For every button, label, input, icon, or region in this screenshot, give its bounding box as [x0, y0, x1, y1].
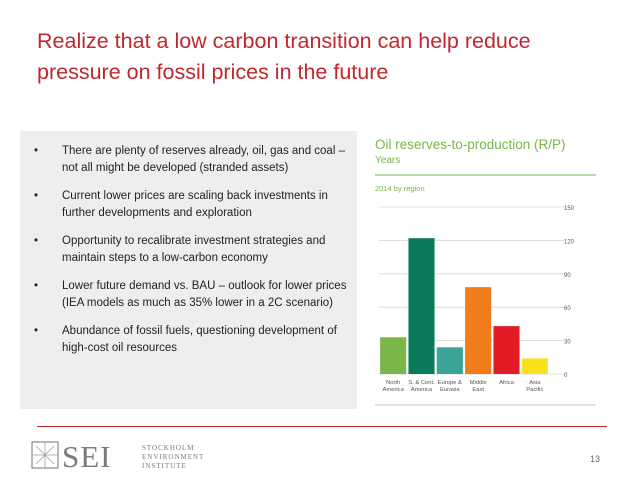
x-tick-label-line: Middle	[470, 380, 487, 386]
x-tick-label: Asia Pacific	[526, 380, 543, 393]
bullet-text: Lower future demand vs. BAU – outlook fo…	[62, 280, 347, 309]
bullet-text: Current lower prices are scaling back in…	[62, 190, 328, 219]
bar	[436, 347, 463, 374]
y-axis-ticks: 0 30 60 90 120 150	[564, 206, 575, 379]
y-tick-label: 60	[564, 306, 571, 312]
bullet-item: • There are plenty of reserves already, o…	[34, 143, 351, 176]
bullet-item: • Opportunity to recalibrate investment s…	[34, 233, 351, 266]
bar	[408, 238, 435, 374]
x-tick-label-line: Pacific	[526, 387, 543, 393]
bullet-dot: •	[34, 145, 39, 157]
bar	[493, 326, 520, 374]
x-tick-label: Africa	[499, 380, 515, 386]
bullet-item: • Lower future demand vs. BAU – outlook f…	[34, 278, 351, 311]
y-tick-label: 90	[564, 273, 571, 279]
bullet-panel: • There are plenty of reserves already, o…	[20, 131, 357, 409]
page-number: 13	[590, 454, 601, 464]
x-tick-label-line: America	[383, 387, 405, 393]
bullet-dot: •	[34, 280, 39, 292]
bullet-dot: •	[34, 325, 39, 337]
bullet-text: Opportunity to recalibrate investment st…	[62, 235, 326, 264]
y-tick-label: 150	[564, 206, 575, 212]
logo-text-line: INSTITUTE	[142, 462, 187, 470]
bar	[380, 337, 407, 374]
reserves-chart: Oil reserves-to-production (R/P) Years 2…	[375, 137, 596, 406]
x-tick-label: Middle East	[470, 380, 487, 393]
bullet-item: • Abundance of fossil fuels, questioning …	[34, 323, 351, 356]
bar	[465, 287, 492, 374]
chart-subtitle: Years	[375, 155, 400, 166]
bar-series	[380, 238, 548, 374]
bullet-dot: •	[34, 235, 39, 247]
footer-rule	[37, 426, 607, 427]
bullet-text: There are plenty of reserves already, oi…	[62, 145, 345, 174]
logo-text-line: STOCKHOLM	[142, 444, 194, 452]
x-tick-label-line: East	[472, 387, 484, 393]
chart-annotation: 2014 by region	[375, 184, 425, 193]
bar	[521, 358, 548, 374]
slide-title: Realize that a low carbon transition can…	[37, 29, 531, 84]
x-tick-label-line: America	[411, 387, 433, 393]
x-tick-label-line: Europe &	[438, 380, 462, 386]
bullet-list: • There are plenty of reserves already, o…	[20, 131, 357, 356]
globe-icon	[31, 441, 59, 469]
x-tick-label: S. & Cent. America	[408, 380, 435, 393]
y-tick-label: 30	[564, 340, 571, 346]
x-tick-label-line: Asia	[529, 380, 541, 386]
bullet-dot: •	[34, 190, 39, 202]
x-tick-label-line: Africa	[499, 380, 515, 386]
x-tick-label: North America	[383, 380, 405, 393]
x-tick-label: Europe & Eurasia	[438, 380, 462, 393]
logo-text-line: ENVIRONMENT	[142, 453, 204, 461]
y-tick-label: 0	[564, 373, 568, 379]
x-tick-label-line: North	[386, 380, 400, 386]
x-tick-label-line: Eurasia	[440, 387, 460, 393]
logo-mark: SEI	[62, 439, 112, 473]
sei-logo: SEI STOCKHOLM ENVIRONMENT INSTITUTE	[31, 439, 204, 473]
chart-title: Oil reserves-to-production (R/P)	[375, 137, 566, 152]
y-tick-label: 120	[564, 239, 575, 245]
x-tick-label-line: S. & Cent.	[408, 380, 435, 386]
bullet-item: • Current lower prices are scaling back i…	[34, 188, 351, 221]
bullet-text: Abundance of fossil fuels, questioning d…	[62, 325, 337, 354]
